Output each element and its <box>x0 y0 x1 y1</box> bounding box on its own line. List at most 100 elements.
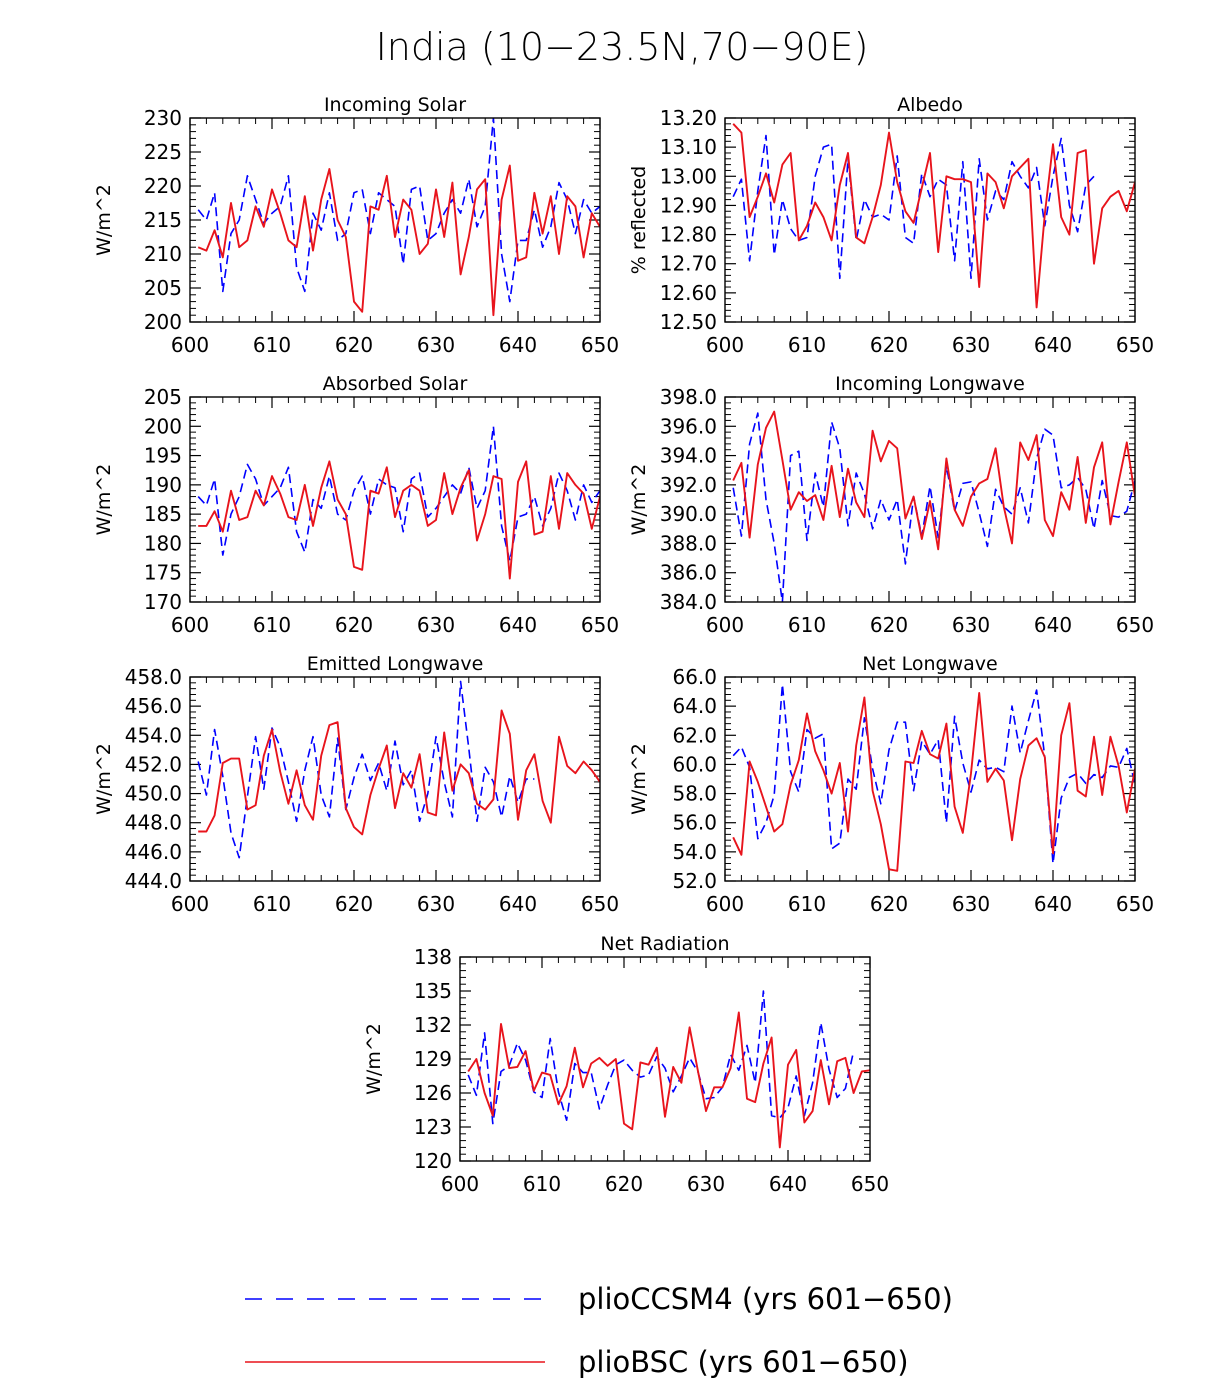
y-tick-label: 456.0 <box>125 694 182 718</box>
series-line-ccsm4 <box>197 425 600 562</box>
x-tick-label: 610 <box>523 1172 561 1196</box>
chart-title: Incoming Longwave <box>835 373 1025 395</box>
x-tick-label: 640 <box>769 1172 807 1196</box>
y-tick-label: 12.80 <box>660 223 717 247</box>
chart-incoming-solar: Incoming Solar W/m^2 200 205 210 215 220 225 230… <box>93 94 619 357</box>
plot-frame <box>189 676 601 882</box>
y-tick-label: 384.0 <box>660 590 717 614</box>
series-line-bsc <box>198 460 600 580</box>
x-tick-label: 620 <box>870 613 908 637</box>
series-line-ccsm4 <box>732 683 1135 865</box>
chart-title: Absorbed Solar <box>323 373 468 395</box>
y-tick-label: 446.0 <box>125 840 182 864</box>
legend-label-bsc: plioBSC (yrs 601−650) <box>578 1345 909 1379</box>
y-tick-label: 394.0 <box>660 444 717 468</box>
y-tick-label: 135 <box>414 979 452 1003</box>
x-tick-label: 610 <box>788 333 826 357</box>
chart-incoming-longwave: Incoming Longwave W/m^2 384.0 386.0 388.0 390… <box>628 373 1154 637</box>
y-tick-label: 190 <box>144 473 182 497</box>
x-tick-label: 650 <box>581 613 619 637</box>
x-tick-label: 610 <box>253 333 291 357</box>
y-axis-label: W/m^2 <box>93 743 115 815</box>
y-tick-label: 120 <box>414 1149 452 1173</box>
y-tick-label: 62.0 <box>672 723 717 747</box>
y-tick-label: 444.0 <box>125 869 182 893</box>
y-axis-label: W/m^2 <box>363 1023 385 1095</box>
y-tick-label: 126 <box>414 1081 452 1105</box>
x-tick-label: 630 <box>417 333 455 357</box>
x-tick-label: 630 <box>952 892 990 916</box>
y-tick-label: 220 <box>144 174 182 198</box>
y-tick-label: 200 <box>144 414 182 438</box>
series-line-bsc <box>732 692 1135 872</box>
y-tick-label: 12.60 <box>660 281 717 305</box>
x-tick-label: 650 <box>851 1172 889 1196</box>
y-tick-label: 195 <box>144 444 182 468</box>
y-tick-label: 210 <box>144 242 182 266</box>
chart-title: Albedo <box>897 94 963 116</box>
x-tick-label: 620 <box>870 333 908 357</box>
legend-label-ccsm4: plioCCSM4 (yrs 601−650) <box>578 1282 953 1316</box>
series-line-ccsm4 <box>732 412 1135 602</box>
y-tick-label: 180 <box>144 531 182 555</box>
y-tick-label: 64.0 <box>672 694 717 718</box>
y-tick-label: 215 <box>144 208 182 232</box>
y-axis-label: W/m^2 <box>93 464 115 536</box>
y-tick-label: 132 <box>414 1013 452 1037</box>
x-tick-label: 630 <box>952 613 990 637</box>
y-tick-label: 129 <box>414 1047 452 1071</box>
y-axis-label: % reflected <box>628 166 650 274</box>
x-tick-label: 610 <box>253 892 291 916</box>
y-tick-label: 12.90 <box>660 193 717 217</box>
y-tick-label: 458.0 <box>125 665 182 689</box>
y-tick-label: 54.0 <box>672 840 717 864</box>
x-tick-label: 630 <box>417 892 455 916</box>
y-tick-label: 138 <box>414 945 452 969</box>
y-tick-label: 123 <box>414 1115 452 1139</box>
y-tick-label: 52.0 <box>672 869 717 893</box>
y-tick-label: 390.0 <box>660 502 717 526</box>
x-tick-label: 640 <box>1034 333 1072 357</box>
x-tick-label: 620 <box>335 613 373 637</box>
plot-frame <box>459 956 871 1162</box>
plot-frame <box>724 396 1136 603</box>
y-tick-label: 450.0 <box>125 782 182 806</box>
y-tick-label: 13.10 <box>660 135 717 159</box>
y-tick-label: 13.00 <box>660 164 717 188</box>
series-line-ccsm4 <box>197 118 600 303</box>
x-tick-label: 650 <box>1116 613 1154 637</box>
series-line-ccsm4 <box>732 134 1095 280</box>
y-tick-label: 12.50 <box>660 310 717 334</box>
x-tick-label: 600 <box>706 333 744 357</box>
x-tick-label: 600 <box>171 333 209 357</box>
series-line-bsc <box>732 123 1135 309</box>
figure-title: India (10−23.5N,70−90E) <box>376 25 869 69</box>
y-tick-label: 396.0 <box>660 414 717 438</box>
y-axis-label: W/m^2 <box>628 743 650 815</box>
x-tick-label: 640 <box>1034 892 1072 916</box>
y-tick-label: 56.0 <box>672 811 717 835</box>
x-tick-label: 620 <box>605 1172 643 1196</box>
x-tick-label: 600 <box>171 892 209 916</box>
y-tick-label: 225 <box>144 140 182 164</box>
y-tick-label: 386.0 <box>660 561 717 585</box>
y-axis-label: W/m^2 <box>628 464 650 536</box>
x-tick-label: 600 <box>706 613 744 637</box>
y-tick-label: 388.0 <box>660 531 717 555</box>
y-tick-label: 170 <box>144 590 182 614</box>
x-tick-label: 640 <box>499 892 537 916</box>
chart-title: Net Radiation <box>600 933 729 955</box>
y-tick-label: 230 <box>144 106 182 130</box>
x-tick-label: 610 <box>788 613 826 637</box>
y-tick-label: 185 <box>144 502 182 526</box>
series-line-bsc <box>732 410 1135 551</box>
x-tick-label: 620 <box>335 892 373 916</box>
x-tick-label: 650 <box>1116 333 1154 357</box>
x-tick-label: 600 <box>441 1172 479 1196</box>
y-tick-label: 398.0 <box>660 385 717 409</box>
y-tick-label: 448.0 <box>125 811 182 835</box>
series-line-bsc <box>198 709 600 836</box>
x-tick-label: 600 <box>706 892 744 916</box>
x-tick-label: 610 <box>788 892 826 916</box>
